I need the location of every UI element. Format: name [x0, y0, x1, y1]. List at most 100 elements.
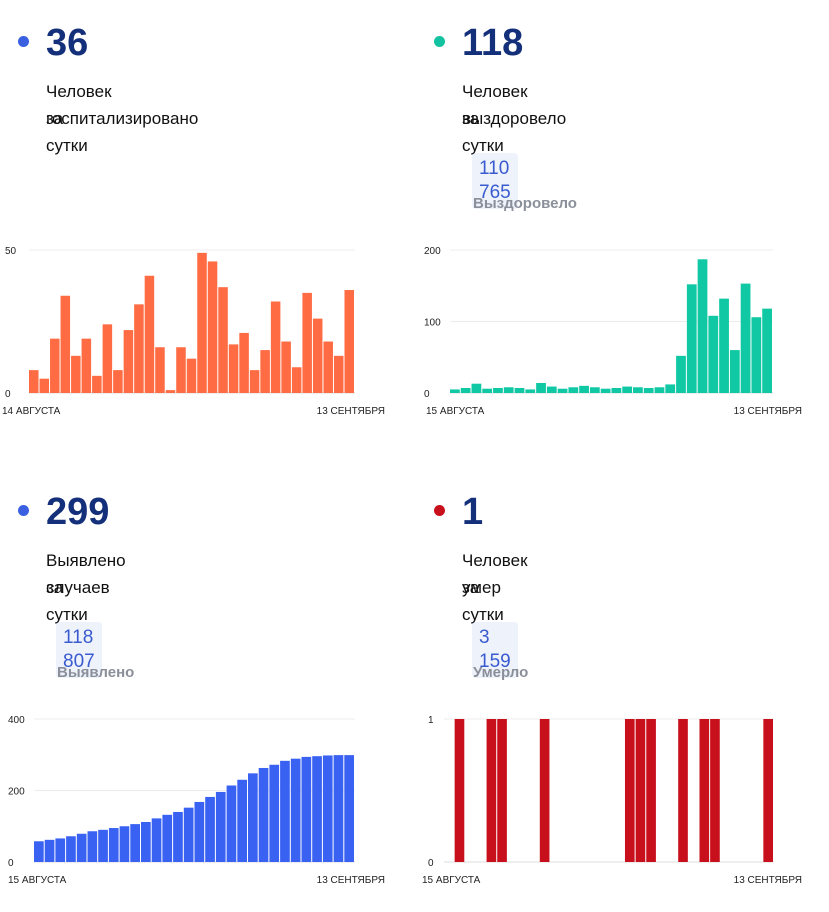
bar — [635, 719, 646, 862]
bar — [525, 389, 536, 393]
bar — [536, 382, 546, 393]
bar — [215, 791, 226, 862]
bar — [654, 387, 665, 393]
recovered-total: 110 765 — [472, 153, 518, 209]
bar — [260, 350, 270, 393]
recovered-label-line2: за сутки — [462, 109, 504, 155]
recovered-label-line1: Человек выздоровело — [462, 82, 567, 128]
x-end-label: 13 СЕНТЯБРЯ — [317, 875, 385, 886]
bar — [450, 389, 460, 393]
y-tick-label: 0 — [8, 858, 14, 869]
bar — [503, 387, 514, 393]
bar — [676, 355, 686, 393]
cases-total: 118 807 — [56, 622, 102, 678]
y-tick-label: 400 — [8, 715, 25, 726]
bar — [493, 387, 503, 393]
x-end-label: 13 СЕНТЯБРЯ — [317, 406, 385, 417]
x-start-label: 15 АВГУСТА — [426, 406, 485, 417]
y-tick-label: 200 — [8, 787, 25, 798]
bar — [763, 719, 773, 862]
y-tick-label: 1 — [428, 715, 434, 726]
deaths-label-line2: за сутки — [462, 578, 504, 624]
bar — [514, 387, 525, 393]
bar — [699, 719, 710, 862]
cases-chart: 0 200 400 15 АВГУСТА 13 СЕНТЯБРЯ — [8, 715, 385, 886]
bar — [130, 824, 140, 862]
bar — [291, 367, 302, 393]
bar — [344, 290, 354, 393]
bar — [322, 755, 333, 862]
bar — [87, 831, 98, 862]
bar — [98, 829, 108, 862]
bar — [50, 338, 60, 393]
bar — [678, 719, 688, 862]
series-dot — [18, 36, 29, 47]
bar — [740, 283, 751, 393]
bar — [249, 370, 260, 393]
bar — [155, 347, 165, 393]
bar — [280, 760, 290, 862]
bar — [281, 341, 291, 393]
bar — [600, 388, 611, 393]
bar — [197, 252, 207, 393]
bar — [165, 390, 176, 393]
bar — [290, 758, 301, 862]
recovered-chart: 0 100 200 15 АВГУСТА 13 СЕНТЯБРЯ — [424, 246, 802, 417]
x-start-label: 14 АВГУСТА — [2, 406, 61, 417]
series-dot — [18, 505, 29, 516]
bar — [762, 308, 772, 393]
bar — [237, 779, 247, 862]
bar — [76, 833, 87, 862]
bar — [312, 756, 322, 862]
bar — [624, 719, 635, 862]
series-dot — [434, 505, 445, 516]
deaths-chart: 0 1 15 АВГУСТА 13 СЕНТЯБРЯ — [422, 715, 802, 886]
cases-total-label: Выявлено — [57, 664, 135, 681]
bar — [194, 801, 205, 862]
bar — [301, 756, 312, 862]
bar — [622, 386, 633, 393]
bar — [729, 350, 740, 393]
bar — [218, 287, 228, 393]
bar — [486, 719, 497, 862]
bar — [173, 811, 183, 862]
y-tick-label: 0 — [424, 389, 430, 400]
bar — [270, 301, 281, 393]
deaths-label-line1: Человек умер — [462, 551, 528, 597]
bar — [141, 821, 151, 862]
bar — [81, 338, 92, 393]
hospitalized-label-line2: за сутки — [46, 109, 88, 155]
hospitalized-label-line1: Человек госпитализировано — [46, 82, 199, 128]
x-end-label: 13 СЕНТЯБРЯ — [734, 406, 802, 417]
bar — [323, 341, 333, 393]
bar — [176, 347, 186, 393]
recovered-value: 118 — [462, 22, 524, 64]
bar — [471, 383, 482, 393]
bar — [633, 387, 643, 393]
bar — [226, 785, 237, 862]
bar — [482, 388, 493, 393]
x-start-label: 15 АВГУСТА — [8, 875, 67, 886]
bar — [71, 355, 81, 393]
bar — [44, 839, 55, 862]
bar — [344, 755, 354, 862]
cases-label-line2: за сутки — [46, 578, 88, 624]
x-start-label: 15 АВГУСТА — [422, 875, 481, 886]
cases-value: 299 — [46, 491, 110, 533]
y-tick-label: 100 — [424, 318, 441, 329]
bar — [39, 378, 50, 393]
bar — [29, 370, 39, 393]
bar — [186, 358, 197, 393]
y-tick-label: 50 — [5, 246, 17, 257]
bar — [751, 317, 762, 393]
bar — [248, 773, 258, 862]
bar — [333, 755, 344, 862]
bar — [239, 332, 249, 393]
bar — [34, 841, 44, 862]
bar — [134, 304, 144, 393]
bar — [66, 836, 76, 862]
bar — [151, 818, 162, 862]
bar — [611, 387, 622, 393]
bar — [646, 719, 656, 862]
bar — [686, 284, 697, 393]
